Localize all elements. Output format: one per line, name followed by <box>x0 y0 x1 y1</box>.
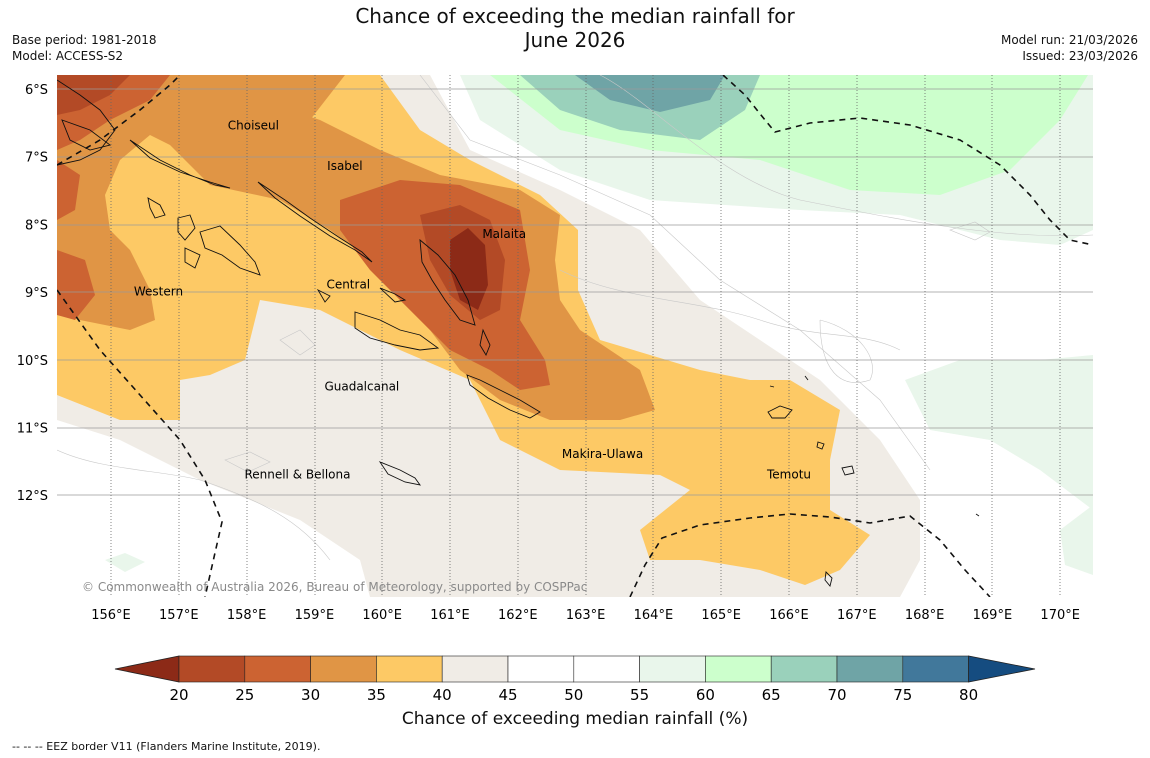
region-label: Makira-Ulawa <box>562 447 643 461</box>
model-name: Model: ACCESS-S2 <box>12 49 124 63</box>
meta-left: Base period: 1981-2018 Model: ACCESS-S2 <box>12 32 157 64</box>
longitude-label: 159°E <box>295 608 335 623</box>
colorbar-swatch <box>376 655 443 683</box>
longitude-label: 163°E <box>566 608 606 623</box>
zone-70-75 <box>575 75 725 112</box>
zone-below-20 <box>450 228 488 310</box>
coastlines <box>57 79 980 587</box>
longitude-label: 168°E <box>905 608 945 623</box>
latitude-label: 12°S <box>17 489 48 504</box>
meta-right: Model run: 21/03/2026 Issued: 23/03/2026 <box>1001 32 1138 64</box>
colorbar-tick-label: 45 <box>498 686 517 704</box>
base-period: Base period: 1981-2018 <box>12 33 157 47</box>
longitude-label: 169°E <box>973 608 1013 623</box>
colorbar-tick-label: 35 <box>367 686 386 704</box>
colorbar-swatch <box>639 655 706 683</box>
colorbar-tick-label: 70 <box>827 686 846 704</box>
zone-55-60-east <box>905 355 1093 510</box>
colorbar-tick-label: 65 <box>762 686 781 704</box>
region-label: Guadalcanal <box>324 379 399 393</box>
longitude-label: 165°E <box>701 608 741 623</box>
longitude-label: 157°E <box>159 608 199 623</box>
zone-55-60-sw <box>105 553 145 572</box>
copyright-notice: © Commonwealth of Australia 2026, Bureau… <box>82 580 588 594</box>
colorbar-swatch <box>770 655 838 683</box>
latitude-label: 6°S <box>25 83 48 98</box>
colorbar-swatch <box>902 655 969 683</box>
colorbar-tick-label: 40 <box>433 686 452 704</box>
region-label: Rennell & Bellona <box>244 467 350 481</box>
longitude-label: 170°E <box>1040 608 1080 623</box>
region-label: Malaita <box>482 227 526 241</box>
zone-55-60-se <box>1060 505 1093 575</box>
colorbar-extend-high <box>968 655 1036 683</box>
colorbar-swatch <box>836 655 904 683</box>
colorbar-swatch <box>244 655 311 683</box>
colorbar-swatch <box>441 655 509 683</box>
graticule-meridians <box>110 75 1061 597</box>
colorbar-tick-label: 25 <box>235 686 254 704</box>
colorbar-tick-label: 20 <box>169 686 188 704</box>
latitude-label: 9°S <box>25 286 48 301</box>
colorbar-tick-label: 55 <box>630 686 649 704</box>
longitude-label: 162°E <box>498 608 538 623</box>
region-label: Isabel <box>327 159 362 173</box>
contour-lines <box>57 75 1093 561</box>
colorbar-swatch <box>178 655 246 683</box>
longitude-label: 161°E <box>430 608 470 623</box>
longitude-label: 167°E <box>837 608 877 623</box>
colorbar-tick-label: 75 <box>893 686 912 704</box>
longitude-label: 156°E <box>91 608 131 623</box>
colorbar-swatch <box>705 655 772 683</box>
longitude-labels: 156°E 157°E 158°E 159°E 160°E 161°E 162°E 163°E… <box>91 608 1080 623</box>
colorbar-swatch <box>310 655 377 683</box>
graticule-parallels <box>57 88 1093 496</box>
colorbar-extend-low <box>114 655 180 683</box>
zone-25-30 <box>57 75 550 390</box>
colorbar-title: Chance of exceeding median rainfall (%) <box>401 709 749 729</box>
colorbar-swatch <box>507 655 575 683</box>
latitude-labels: 6°S 7°S 8°S 9°S 10°S 11°S 12°S <box>17 83 48 504</box>
longitude-label: 158°E <box>227 608 267 623</box>
latitude-label: 8°S <box>25 218 48 233</box>
region-label: Central <box>326 278 370 292</box>
region-labels: Choiseul Isabel Malaita Western Central Guada… <box>134 119 811 482</box>
eez-footnote: -- -- -- EEZ border V11 (Flanders Marine… <box>12 740 321 753</box>
colorbar-swatch <box>573 655 640 683</box>
longitude-label: 164°E <box>634 608 674 623</box>
eez-border <box>57 75 1093 597</box>
region-label: Temotu <box>766 467 811 481</box>
map-shading <box>57 75 1093 597</box>
longitude-label: 166°E <box>769 608 809 623</box>
region-label: Choiseul <box>228 119 279 133</box>
colorbar-tick-label: 60 <box>696 686 715 704</box>
colorbar-tick-label: 80 <box>959 686 978 704</box>
latitude-label: 7°S <box>25 151 48 166</box>
title-line-2: June 2026 <box>524 28 626 52</box>
issued-date: Issued: 23/03/2026 <box>1022 49 1138 63</box>
model-run: Model run: 21/03/2026 <box>1000 33 1138 47</box>
latitude-label: 10°S <box>17 354 48 369</box>
map-title: Chance of exceeding the median rainfall … <box>0 4 1150 52</box>
latitude-label: 11°S <box>17 422 48 437</box>
longitude-label: 160°E <box>362 608 402 623</box>
colorbar-tick-label: 30 <box>301 686 320 704</box>
title-line-1: Chance of exceeding the median rainfall … <box>355 4 795 28</box>
colorbar: 20 25 30 35 40 45 50 55 60 65 70 75 80 <box>114 655 1036 704</box>
colorbar-tick-label: 50 <box>564 686 583 704</box>
region-label: Western <box>134 284 183 298</box>
